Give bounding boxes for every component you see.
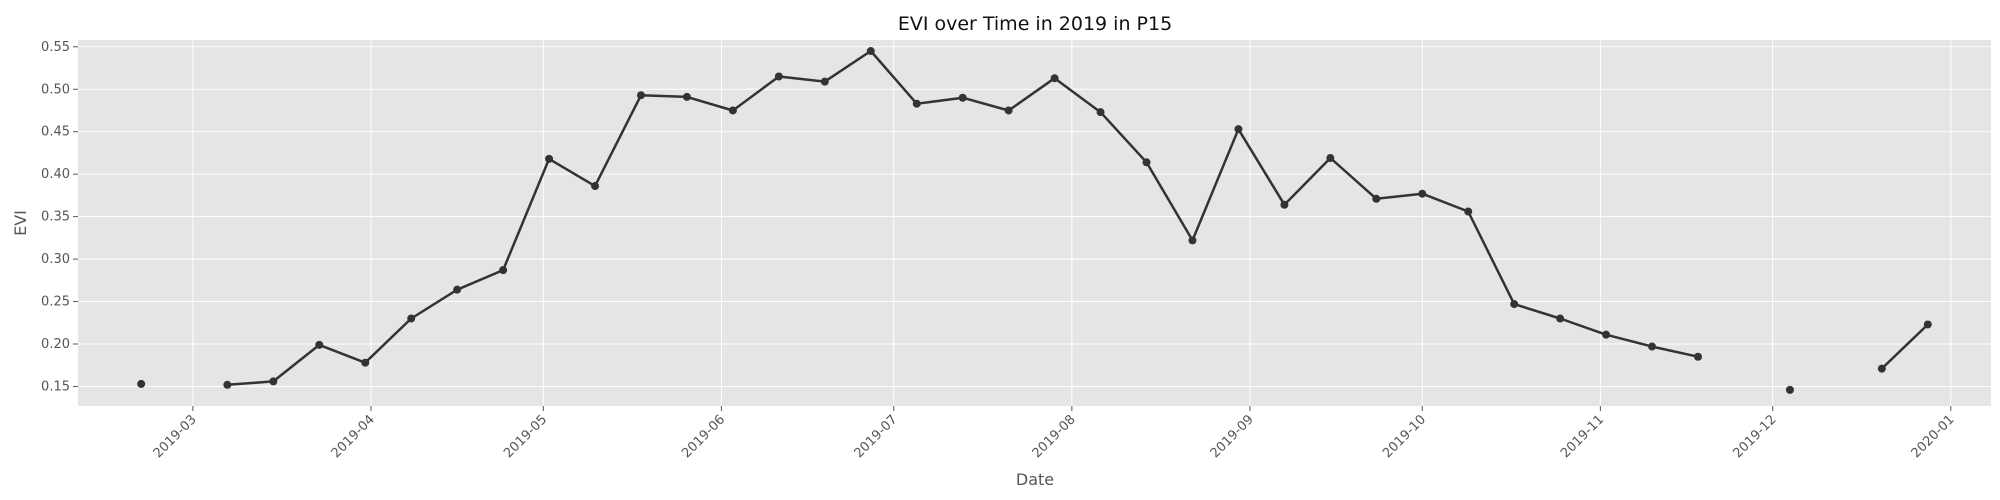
data-point bbox=[1372, 194, 1381, 203]
data-point bbox=[1785, 385, 1794, 394]
y-tick-label: 0.25 bbox=[41, 295, 70, 310]
data-point bbox=[1234, 125, 1243, 134]
data-point bbox=[1510, 300, 1519, 309]
x-tick-label: 2019-03 bbox=[151, 412, 200, 461]
plot-area bbox=[78, 40, 1991, 406]
x-axis-ticks: 2019-03 2019-04 2019-05 2019-06 2019-07 2019-… bbox=[151, 406, 1958, 461]
data-point bbox=[1142, 158, 1151, 167]
data-point bbox=[1050, 74, 1059, 83]
y-tick-label: 0.15 bbox=[41, 379, 70, 394]
x-tick-label: 2019-06 bbox=[679, 412, 728, 461]
y-axis-label: EVI bbox=[11, 210, 30, 236]
data-point bbox=[1326, 154, 1335, 163]
data-point bbox=[1556, 314, 1565, 323]
x-tick-label: 2019-04 bbox=[329, 412, 378, 461]
y-tick-label: 0.45 bbox=[41, 125, 70, 140]
data-point bbox=[866, 47, 875, 56]
data-point bbox=[958, 93, 967, 102]
data-point bbox=[774, 72, 783, 81]
data-point bbox=[1096, 108, 1105, 117]
y-tick-label: 0.40 bbox=[41, 167, 70, 182]
x-tick-label: 2019-11 bbox=[1558, 412, 1607, 461]
data-point bbox=[1464, 207, 1473, 216]
data-point bbox=[223, 380, 232, 389]
data-point bbox=[1188, 236, 1197, 245]
data-point bbox=[1877, 364, 1886, 373]
y-tick-label: 0.35 bbox=[41, 210, 70, 225]
y-tick-label: 0.55 bbox=[41, 40, 70, 55]
x-tick-label: 2019-12 bbox=[1731, 412, 1780, 461]
data-point bbox=[499, 266, 508, 275]
data-point bbox=[728, 106, 737, 115]
data-point bbox=[636, 91, 645, 100]
x-tick-label: 2019-05 bbox=[501, 412, 550, 461]
data-point bbox=[1280, 200, 1289, 209]
series-line-segment bbox=[1880, 323, 1929, 370]
x-tick-label: 2019-08 bbox=[1030, 412, 1079, 461]
data-point bbox=[137, 379, 146, 388]
chart-title: EVI over Time in 2019 in P15 bbox=[898, 13, 1172, 35]
data-point bbox=[361, 358, 370, 367]
y-tick-label: 0.50 bbox=[41, 82, 70, 97]
x-tick-label: 2019-09 bbox=[1208, 412, 1257, 461]
data-point bbox=[545, 154, 554, 163]
data-point bbox=[1418, 189, 1427, 198]
data-point bbox=[1648, 342, 1657, 351]
y-tick-label: 0.30 bbox=[41, 252, 70, 267]
grid-lines bbox=[78, 40, 1991, 406]
data-point bbox=[682, 92, 691, 101]
x-tick-label: 2020-01 bbox=[1909, 412, 1958, 461]
data-point bbox=[820, 77, 829, 86]
data-point bbox=[407, 314, 416, 323]
x-tick-label: 2019-10 bbox=[1380, 412, 1429, 461]
data-point bbox=[1694, 352, 1703, 361]
data-point bbox=[912, 99, 921, 108]
y-tick-label: 0.20 bbox=[41, 337, 70, 352]
data-point bbox=[1004, 106, 1013, 115]
data-point bbox=[269, 377, 278, 386]
data-point bbox=[591, 182, 600, 191]
data-point bbox=[453, 285, 462, 294]
data-point bbox=[315, 340, 324, 349]
x-tick-label: 2019-07 bbox=[852, 412, 901, 461]
y-axis-ticks: 0.15 0.20 0.25 0.30 0.35 0.40 0.45 0.50 0.55 bbox=[41, 40, 78, 394]
data-point bbox=[1602, 330, 1611, 339]
data-point bbox=[1923, 320, 1932, 329]
series-points bbox=[137, 47, 1932, 394]
x-axis-label: Date bbox=[1016, 470, 1054, 489]
